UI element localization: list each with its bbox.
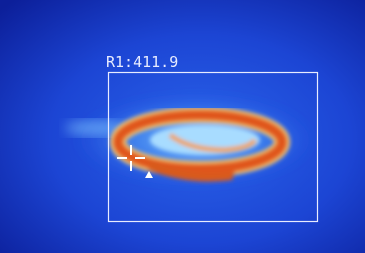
page: {"overlay": {"label": "R1:411.9"}} R1:41… — [0, 0, 365, 253]
roi-label: R1:411.9 — [106, 53, 178, 71]
thermal-view: R1:411.9 — [0, 0, 365, 253]
